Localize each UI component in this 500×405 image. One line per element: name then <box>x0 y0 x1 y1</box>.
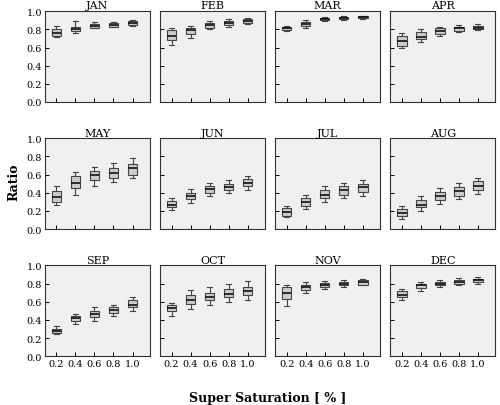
PathPatch shape <box>70 317 80 321</box>
PathPatch shape <box>282 28 292 31</box>
PathPatch shape <box>435 282 444 286</box>
PathPatch shape <box>301 23 310 27</box>
PathPatch shape <box>167 201 176 208</box>
PathPatch shape <box>339 17 348 20</box>
Title: MAY: MAY <box>84 128 110 138</box>
Title: OCT: OCT <box>200 255 225 265</box>
PathPatch shape <box>397 36 406 47</box>
PathPatch shape <box>205 293 214 300</box>
PathPatch shape <box>397 291 406 298</box>
PathPatch shape <box>52 192 61 202</box>
PathPatch shape <box>301 199 310 206</box>
PathPatch shape <box>301 285 310 290</box>
PathPatch shape <box>358 184 368 192</box>
PathPatch shape <box>90 311 99 318</box>
PathPatch shape <box>128 300 138 307</box>
Title: MAR: MAR <box>314 1 342 11</box>
Title: JUN: JUN <box>200 128 224 138</box>
PathPatch shape <box>224 22 234 26</box>
PathPatch shape <box>243 288 252 296</box>
PathPatch shape <box>416 33 426 40</box>
PathPatch shape <box>416 200 426 208</box>
PathPatch shape <box>454 28 464 32</box>
PathPatch shape <box>224 289 234 298</box>
PathPatch shape <box>186 296 196 304</box>
PathPatch shape <box>358 17 368 19</box>
PathPatch shape <box>205 187 214 193</box>
PathPatch shape <box>90 25 99 28</box>
Title: APR: APR <box>431 1 454 11</box>
PathPatch shape <box>108 169 118 179</box>
PathPatch shape <box>70 28 80 32</box>
PathPatch shape <box>320 283 330 288</box>
PathPatch shape <box>339 187 348 195</box>
Text: Super Saturation [ % ]: Super Saturation [ % ] <box>189 391 346 404</box>
PathPatch shape <box>167 31 176 41</box>
PathPatch shape <box>339 282 348 286</box>
PathPatch shape <box>358 280 368 285</box>
PathPatch shape <box>108 307 118 313</box>
PathPatch shape <box>454 188 464 196</box>
Title: FEB: FEB <box>200 1 224 11</box>
PathPatch shape <box>52 30 61 36</box>
Title: DEC: DEC <box>430 255 456 265</box>
PathPatch shape <box>243 20 252 24</box>
Title: JUL: JUL <box>317 128 338 138</box>
PathPatch shape <box>320 19 330 21</box>
PathPatch shape <box>108 24 118 28</box>
PathPatch shape <box>70 177 80 189</box>
PathPatch shape <box>243 180 252 187</box>
PathPatch shape <box>205 24 214 28</box>
Text: Ratio: Ratio <box>8 164 20 201</box>
PathPatch shape <box>128 164 138 175</box>
PathPatch shape <box>224 184 234 191</box>
PathPatch shape <box>282 209 292 216</box>
PathPatch shape <box>128 22 138 26</box>
PathPatch shape <box>186 28 196 35</box>
PathPatch shape <box>320 191 330 199</box>
PathPatch shape <box>473 279 482 282</box>
PathPatch shape <box>52 329 61 333</box>
Title: SEP: SEP <box>86 255 109 265</box>
PathPatch shape <box>186 193 196 200</box>
PathPatch shape <box>167 306 176 311</box>
Title: JAN: JAN <box>86 1 108 11</box>
PathPatch shape <box>282 288 292 299</box>
PathPatch shape <box>397 210 406 217</box>
PathPatch shape <box>473 27 482 30</box>
PathPatch shape <box>454 280 464 284</box>
PathPatch shape <box>90 172 99 181</box>
Title: NOV: NOV <box>314 255 341 265</box>
PathPatch shape <box>473 181 482 191</box>
PathPatch shape <box>435 30 444 35</box>
PathPatch shape <box>416 284 426 288</box>
Title: AUG: AUG <box>430 128 456 138</box>
PathPatch shape <box>435 192 444 200</box>
